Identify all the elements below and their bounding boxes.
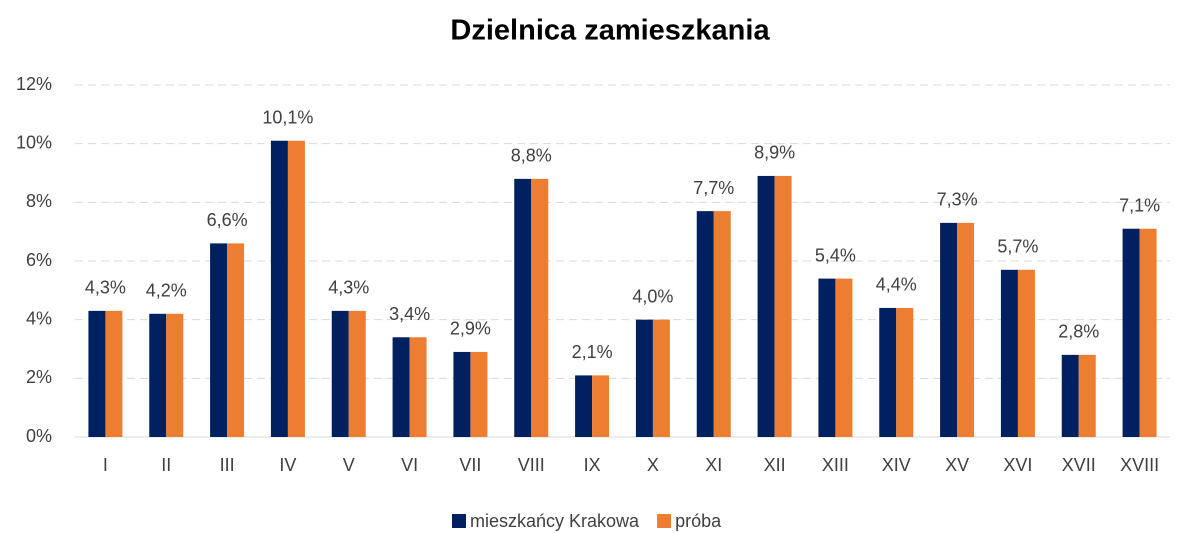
bar [227,243,245,437]
x-tick-label: XI [705,455,722,475]
bar [88,310,106,437]
chart-title: Dzielnica zamieszkania [450,15,770,47]
x-tick-label: I [103,455,108,475]
x-tick-label: IV [279,455,296,475]
bar [453,351,471,437]
y-tick-label: 6% [26,250,52,270]
bar [331,310,349,437]
bar [896,307,914,437]
bar [348,310,366,437]
bar [287,140,305,437]
bar [409,337,427,437]
data-label: 6,6% [207,210,248,230]
bar [270,140,288,437]
legend-swatch [657,514,672,528]
bar [392,337,410,437]
bar [210,243,228,437]
bar [531,178,549,437]
data-label: 4,3% [328,278,369,298]
x-tick-label: X [647,455,659,475]
y-tick-label: 12% [16,74,52,94]
data-label: 2,1% [572,342,613,362]
bar [1000,269,1018,437]
y-tick-label: 2% [26,367,52,387]
x-tick-label: VIII [518,455,545,475]
data-label: 4,2% [146,281,187,301]
bar [696,211,714,437]
x-tick-label: II [161,455,171,475]
x-tick-label: IX [584,455,601,475]
legend-label: próba [675,511,722,531]
bar [149,313,167,437]
bar [635,319,653,437]
legend-swatch [452,514,466,528]
bar [575,375,593,437]
x-tick-label: XIV [882,455,911,475]
bar [470,351,488,437]
x-tick-label: XV [945,455,969,475]
x-tick-label: V [343,455,355,475]
x-tick-label: XIII [822,455,849,475]
bar [1139,228,1157,437]
bar [105,310,123,437]
data-label: 3,4% [389,304,430,324]
legend-label: mieszkańcy Krakowa [470,511,640,531]
data-label: 7,7% [693,178,734,198]
y-tick-label: 4% [26,308,52,328]
y-tick-label: 8% [26,191,52,211]
bar [514,178,532,437]
bar [957,222,975,437]
data-label: 2,8% [1058,322,1099,342]
bar [879,307,897,437]
x-tick-label: XVI [1003,455,1032,475]
data-label: 5,4% [815,245,856,265]
data-label: 4,3% [85,278,126,298]
data-label: 7,1% [1119,195,1160,215]
data-label: 2,9% [450,319,491,339]
data-label: 8,9% [754,143,795,163]
data-label: 4,4% [876,275,917,295]
bar [592,375,610,437]
bar [1017,269,1035,437]
bar [1122,228,1140,437]
x-tick-label: III [220,455,235,475]
bar [166,313,184,437]
data-label: 4,0% [632,286,673,306]
y-tick-label: 0% [26,426,52,446]
bar [835,278,853,437]
bar [713,211,731,437]
x-tick-label: XII [764,455,786,475]
bar [652,319,670,437]
bar [818,278,836,437]
bar [1078,354,1096,437]
data-label: 10,1% [262,107,313,127]
bar [774,175,792,437]
x-tick-label: XVII [1062,455,1096,475]
bar [757,175,775,437]
data-label: 7,3% [937,190,978,210]
x-tick-label: XVIII [1120,455,1159,475]
x-tick-label: VI [401,455,418,475]
y-tick-label: 10% [16,132,52,152]
data-label: 8,8% [511,146,552,166]
bar [940,222,958,437]
data-label: 5,7% [997,237,1038,257]
bar [1061,354,1079,437]
x-tick-label: VII [459,455,481,475]
